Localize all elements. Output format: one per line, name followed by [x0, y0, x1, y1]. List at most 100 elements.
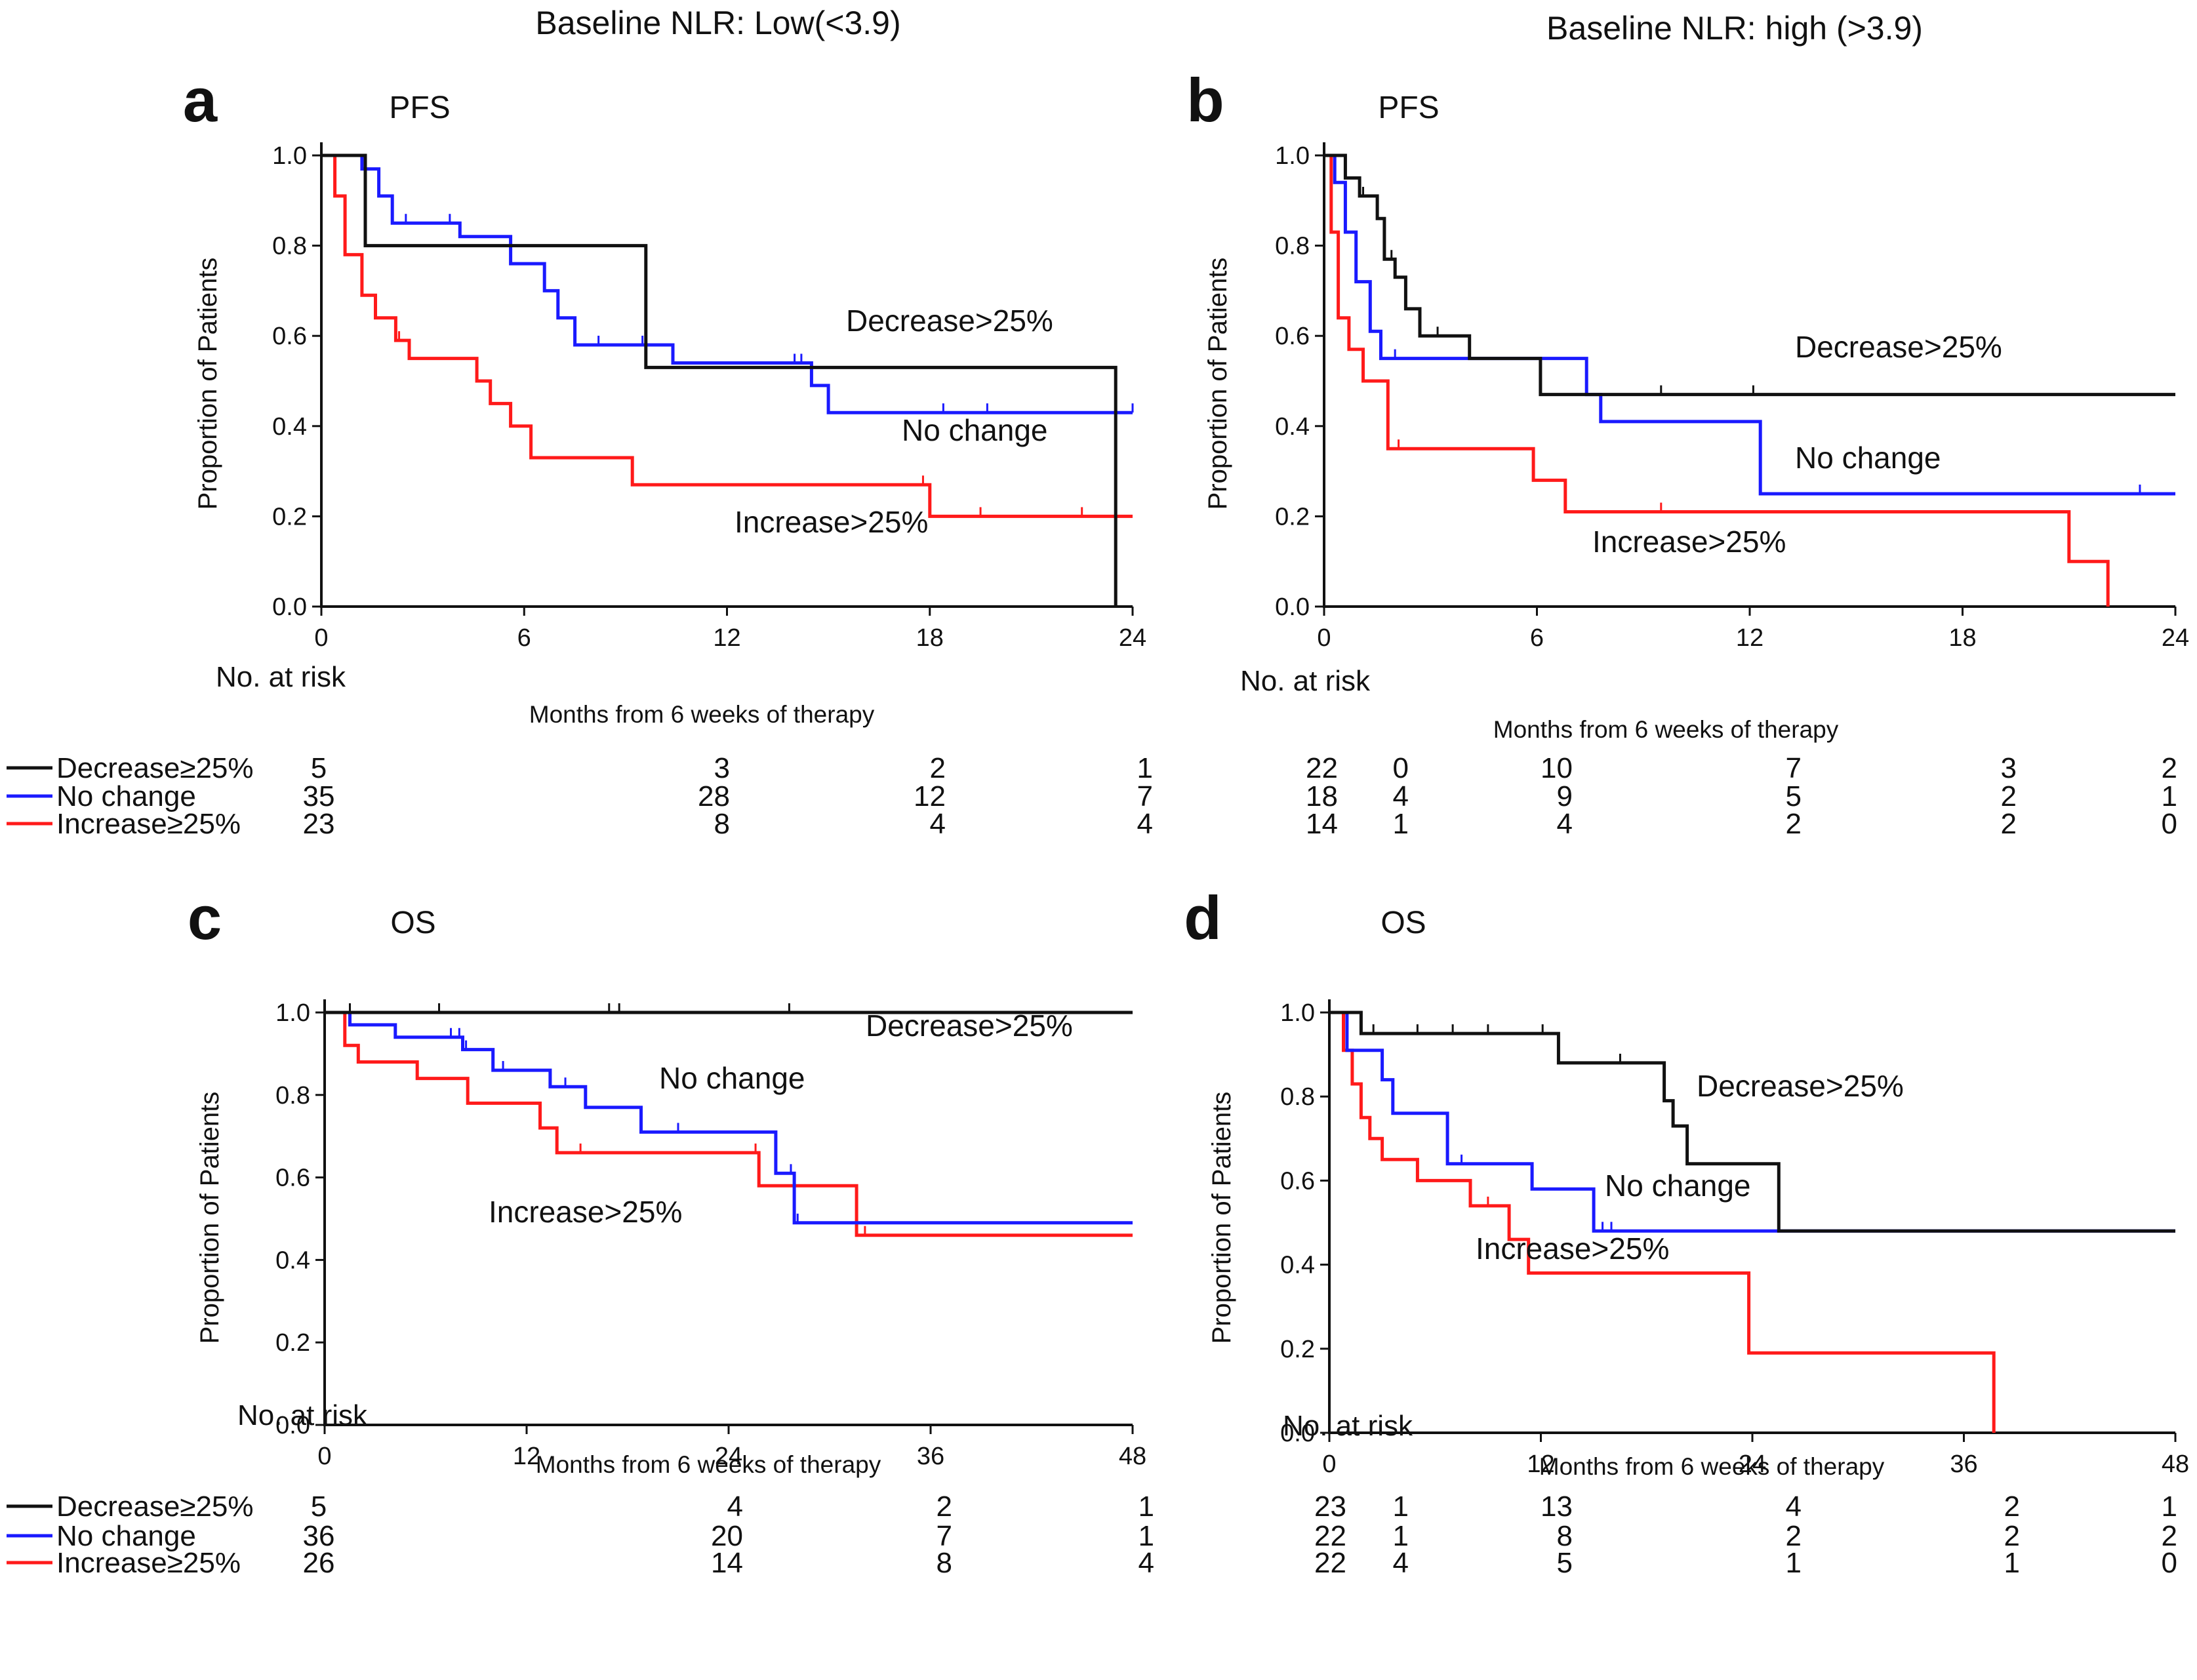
increase-at-risk-value: 4: [1393, 1547, 1409, 1579]
decrease-annotation: Decrease>25%: [1795, 330, 2002, 364]
panel-title: OS: [1381, 906, 1426, 940]
no_change-at-risk-value: 28: [698, 780, 730, 812]
decrease-at-risk-value: 13: [1541, 1490, 1573, 1523]
header-left: Baseline NLR: Low(<3.9): [535, 5, 900, 41]
y-tick-label: 1.0: [1280, 999, 1315, 1027]
no_change-at-risk-value: 4: [1393, 780, 1409, 812]
no_change-at-risk-value: 20: [711, 1520, 743, 1552]
increase-at-risk-value: 5: [1557, 1547, 1573, 1579]
increase-curve: [325, 1010, 1133, 1237]
no_change-at-risk-value: 9: [1557, 780, 1573, 812]
decrease-annotation: Decrease>25%: [846, 304, 1053, 338]
increase-at-risk-value: 4: [1139, 1547, 1154, 1579]
no_change-at-risk-value: 2: [1786, 1520, 1802, 1552]
decrease-at-risk-value: 5: [311, 752, 327, 784]
no_change-at-risk-value: 36: [303, 1520, 335, 1552]
no_change-at-risk-value: 18: [1306, 780, 1338, 812]
decrease-at-risk-value: 23: [1314, 1490, 1346, 1523]
x-tick-label: 0: [317, 1443, 331, 1470]
no_change-curve: [1329, 1010, 2175, 1233]
x-tick-label: 12: [1736, 624, 1764, 652]
panel-title: PFS: [1378, 90, 1439, 125]
panel-d: d OS0.00.20.40.60.81.00 12 24 36 48Proportion…: [1184, 883, 2189, 1579]
y-tick-label: 0.6: [272, 323, 307, 350]
increase-at-risk-value: 8: [937, 1547, 952, 1579]
increase-legend-label: Increase≥25%: [56, 1547, 241, 1579]
increase-annotation: Increase>25%: [735, 505, 928, 539]
x-tick-label: 12: [513, 1443, 540, 1470]
x-axis-label: Months from 6 weeks of therapy: [536, 1451, 881, 1478]
panel-letter: c: [188, 883, 222, 952]
increase-at-risk-value: 26: [303, 1547, 335, 1579]
y-tick-label: 0.4: [1280, 1252, 1315, 1279]
no_change-legend-label: No change: [56, 780, 196, 812]
y-tick-label: 0.8: [1280, 1083, 1315, 1111]
no_change-at-risk-value: 8: [1557, 1520, 1573, 1552]
increase-at-risk-value: 1: [1786, 1547, 1802, 1579]
increase-at-risk-value: 23: [303, 808, 335, 840]
x-tick-label: 0: [1322, 1450, 1336, 1478]
decrease-at-risk-value: 4: [727, 1490, 743, 1523]
increase-at-risk-value: 1: [2004, 1547, 2020, 1579]
increase-annotation: Increase>25%: [1592, 525, 1786, 559]
y-tick-label: 1.0: [272, 142, 307, 170]
no_change-curve: [321, 153, 1133, 414]
panel-title: OS: [390, 906, 435, 940]
y-tick-label: 0.4: [275, 1247, 310, 1274]
y-tick-label: 0.8: [275, 1082, 310, 1110]
y-tick-label: 0.6: [275, 1165, 310, 1192]
increase-at-risk-value: 4: [1557, 808, 1573, 840]
x-tick-label: 24: [1739, 1450, 1766, 1478]
decrease-curve: [1329, 1010, 2175, 1233]
decrease-at-risk-value: 22: [1306, 752, 1338, 784]
decrease-curve: [1324, 153, 2175, 397]
no_change-at-risk-value: 7: [937, 1520, 952, 1552]
no_change-at-risk-value: 2: [2162, 1520, 2177, 1552]
increase-legend-label: Increase≥25%: [56, 808, 241, 840]
decrease-legend-label: Decrease≥25%: [56, 752, 254, 784]
y-axis-label: Proportion of Patients: [1203, 258, 1232, 510]
y-axis-label: Proportion of Patients: [1207, 1092, 1236, 1344]
panel-letter: a: [183, 66, 218, 134]
no_change-annotation: No change: [1605, 1169, 1751, 1203]
increase-at-risk-value: 0: [2162, 1547, 2177, 1579]
x-tick-label: 0: [1317, 624, 1331, 652]
decrease-at-risk-value: 1: [1393, 1490, 1409, 1523]
increase-at-risk-value: 0: [2162, 808, 2177, 840]
no_change-annotation: No change: [1795, 441, 1941, 475]
y-tick-label: 0.2: [1280, 1336, 1315, 1363]
panel-title: PFS: [389, 90, 450, 125]
y-axis-label: Proportion of Patients: [193, 258, 222, 510]
increase-curve: [1329, 1010, 1996, 1433]
increase-annotation: Increase>25%: [1476, 1231, 1669, 1266]
risk-table-title: No. at risk: [1240, 665, 1371, 697]
y-tick-label: 0.6: [1275, 323, 1310, 350]
decrease-curve: [321, 153, 1118, 607]
no_change-at-risk-value: 35: [303, 780, 335, 812]
panel-letter: d: [1184, 883, 1221, 952]
y-tick-label: 1.0: [1275, 142, 1310, 170]
y-tick-label: 0.4: [1275, 413, 1310, 441]
no_change-at-risk-value: 1: [1393, 1520, 1409, 1552]
decrease-legend-label: Decrease≥25%: [56, 1490, 254, 1523]
increase-at-risk-value: 8: [714, 808, 730, 840]
x-axis-label: Months from 6 weeks of therapy: [529, 701, 875, 728]
x-tick-label: 48: [1119, 1443, 1146, 1470]
increase-curve: [1324, 153, 2110, 607]
x-tick-label: 24: [1119, 624, 1146, 652]
y-tick-label: 0.0: [1275, 593, 1310, 621]
risk-table-title: No. at risk: [1283, 1410, 1413, 1442]
decrease-at-risk-value: 2: [2162, 752, 2177, 784]
decrease-at-risk-value: 2: [930, 752, 946, 784]
y-axis-label: Proportion of Patients: [195, 1092, 224, 1344]
decrease-at-risk-value: 3: [2001, 752, 2017, 784]
decrease-at-risk-value: 2: [2004, 1490, 2020, 1523]
header-right: Baseline NLR: high (>3.9): [1546, 10, 1923, 47]
x-tick-label: 6: [1530, 624, 1544, 652]
no_change-at-risk-value: 12: [914, 780, 946, 812]
x-tick-label: 36: [917, 1443, 944, 1470]
no_change-at-risk-value: 5: [1786, 780, 1802, 812]
increase-at-risk-value: 2: [2001, 808, 2017, 840]
